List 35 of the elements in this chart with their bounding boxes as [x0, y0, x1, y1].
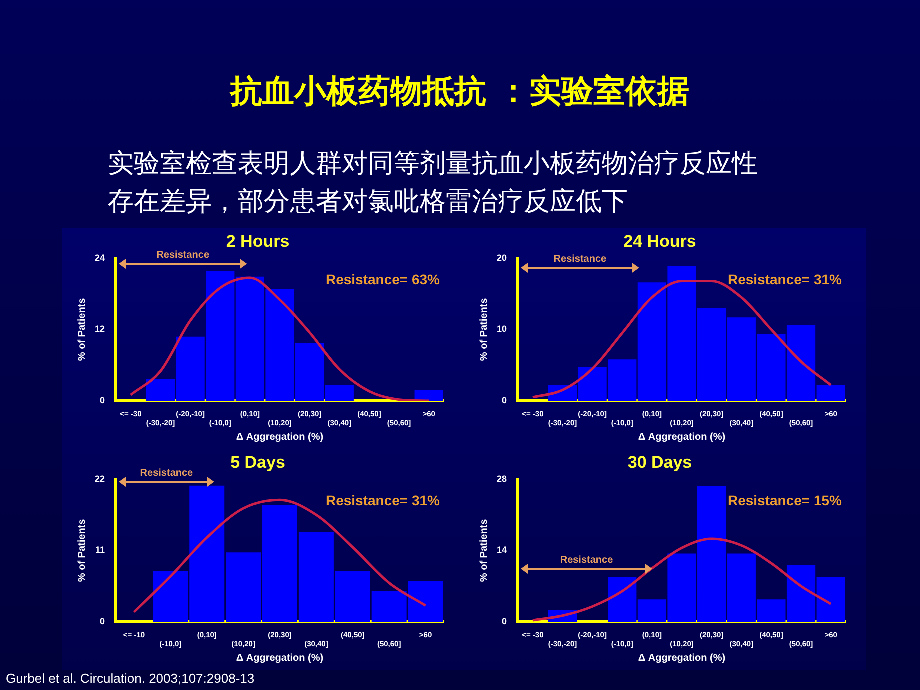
y-tick-label: 28	[496, 474, 508, 484]
y-tick-label: 22	[94, 474, 106, 484]
y-tick-label: 0	[100, 616, 106, 626]
y-tick-label: 11	[95, 545, 106, 556]
annotation: Resistance	[156, 250, 210, 261]
annotation: Resistance	[560, 554, 614, 566]
y-tick-label: 10	[496, 324, 508, 334]
y-axis-title: % of Patients	[478, 518, 490, 582]
y-axis-title: % of Patients	[478, 298, 490, 362]
y-tick-label: 0	[502, 616, 508, 626]
y-tick-label: 0	[502, 395, 508, 406]
text: 实验室检查表明人群对同等剂量抗血小板药物治疗反应性存在差异，部分患者对氯吡格雷治疗反应低下	[108, 148, 759, 219]
annotation: Resistance= 63%	[326, 271, 441, 288]
y-axis-title: % of Patients	[76, 518, 88, 582]
annotation: Resistance	[140, 468, 194, 479]
x-axis-title: Δ Aggregation (%)	[236, 432, 324, 443]
annotation: Resistance= 31%	[326, 492, 441, 508]
y-tick-label: 0	[100, 395, 106, 406]
annotation: Resistance= 31%	[728, 271, 843, 288]
text: 抗血小板药物抵抗 ：实验室依据	[228, 71, 691, 112]
y-tick-label: 12	[94, 324, 106, 334]
chart-title: 5 Days	[230, 452, 286, 472]
chart-title: 2 Hours	[226, 232, 290, 251]
text: Gurbel et al. Circulation. 2003;107:2908-13	[6, 671, 255, 686]
x-axis-title: Δ Aggregation (%)	[236, 652, 324, 664]
y-axis-title: % of Patients	[76, 298, 88, 362]
x-axis-title: Δ Aggregation (%)	[638, 652, 726, 664]
x-axis-title: Δ Aggregation (%)	[638, 432, 726, 443]
chart-title: 30 Days	[628, 452, 692, 472]
annotation: Resistance	[554, 254, 608, 266]
annotation: Resistance= 15%	[728, 492, 843, 508]
y-tick-label: 24	[94, 252, 106, 263]
chart-title: 24 Hours	[624, 232, 696, 251]
y-tick-label: 20	[496, 252, 508, 263]
y-tick-label: 14	[496, 545, 508, 556]
